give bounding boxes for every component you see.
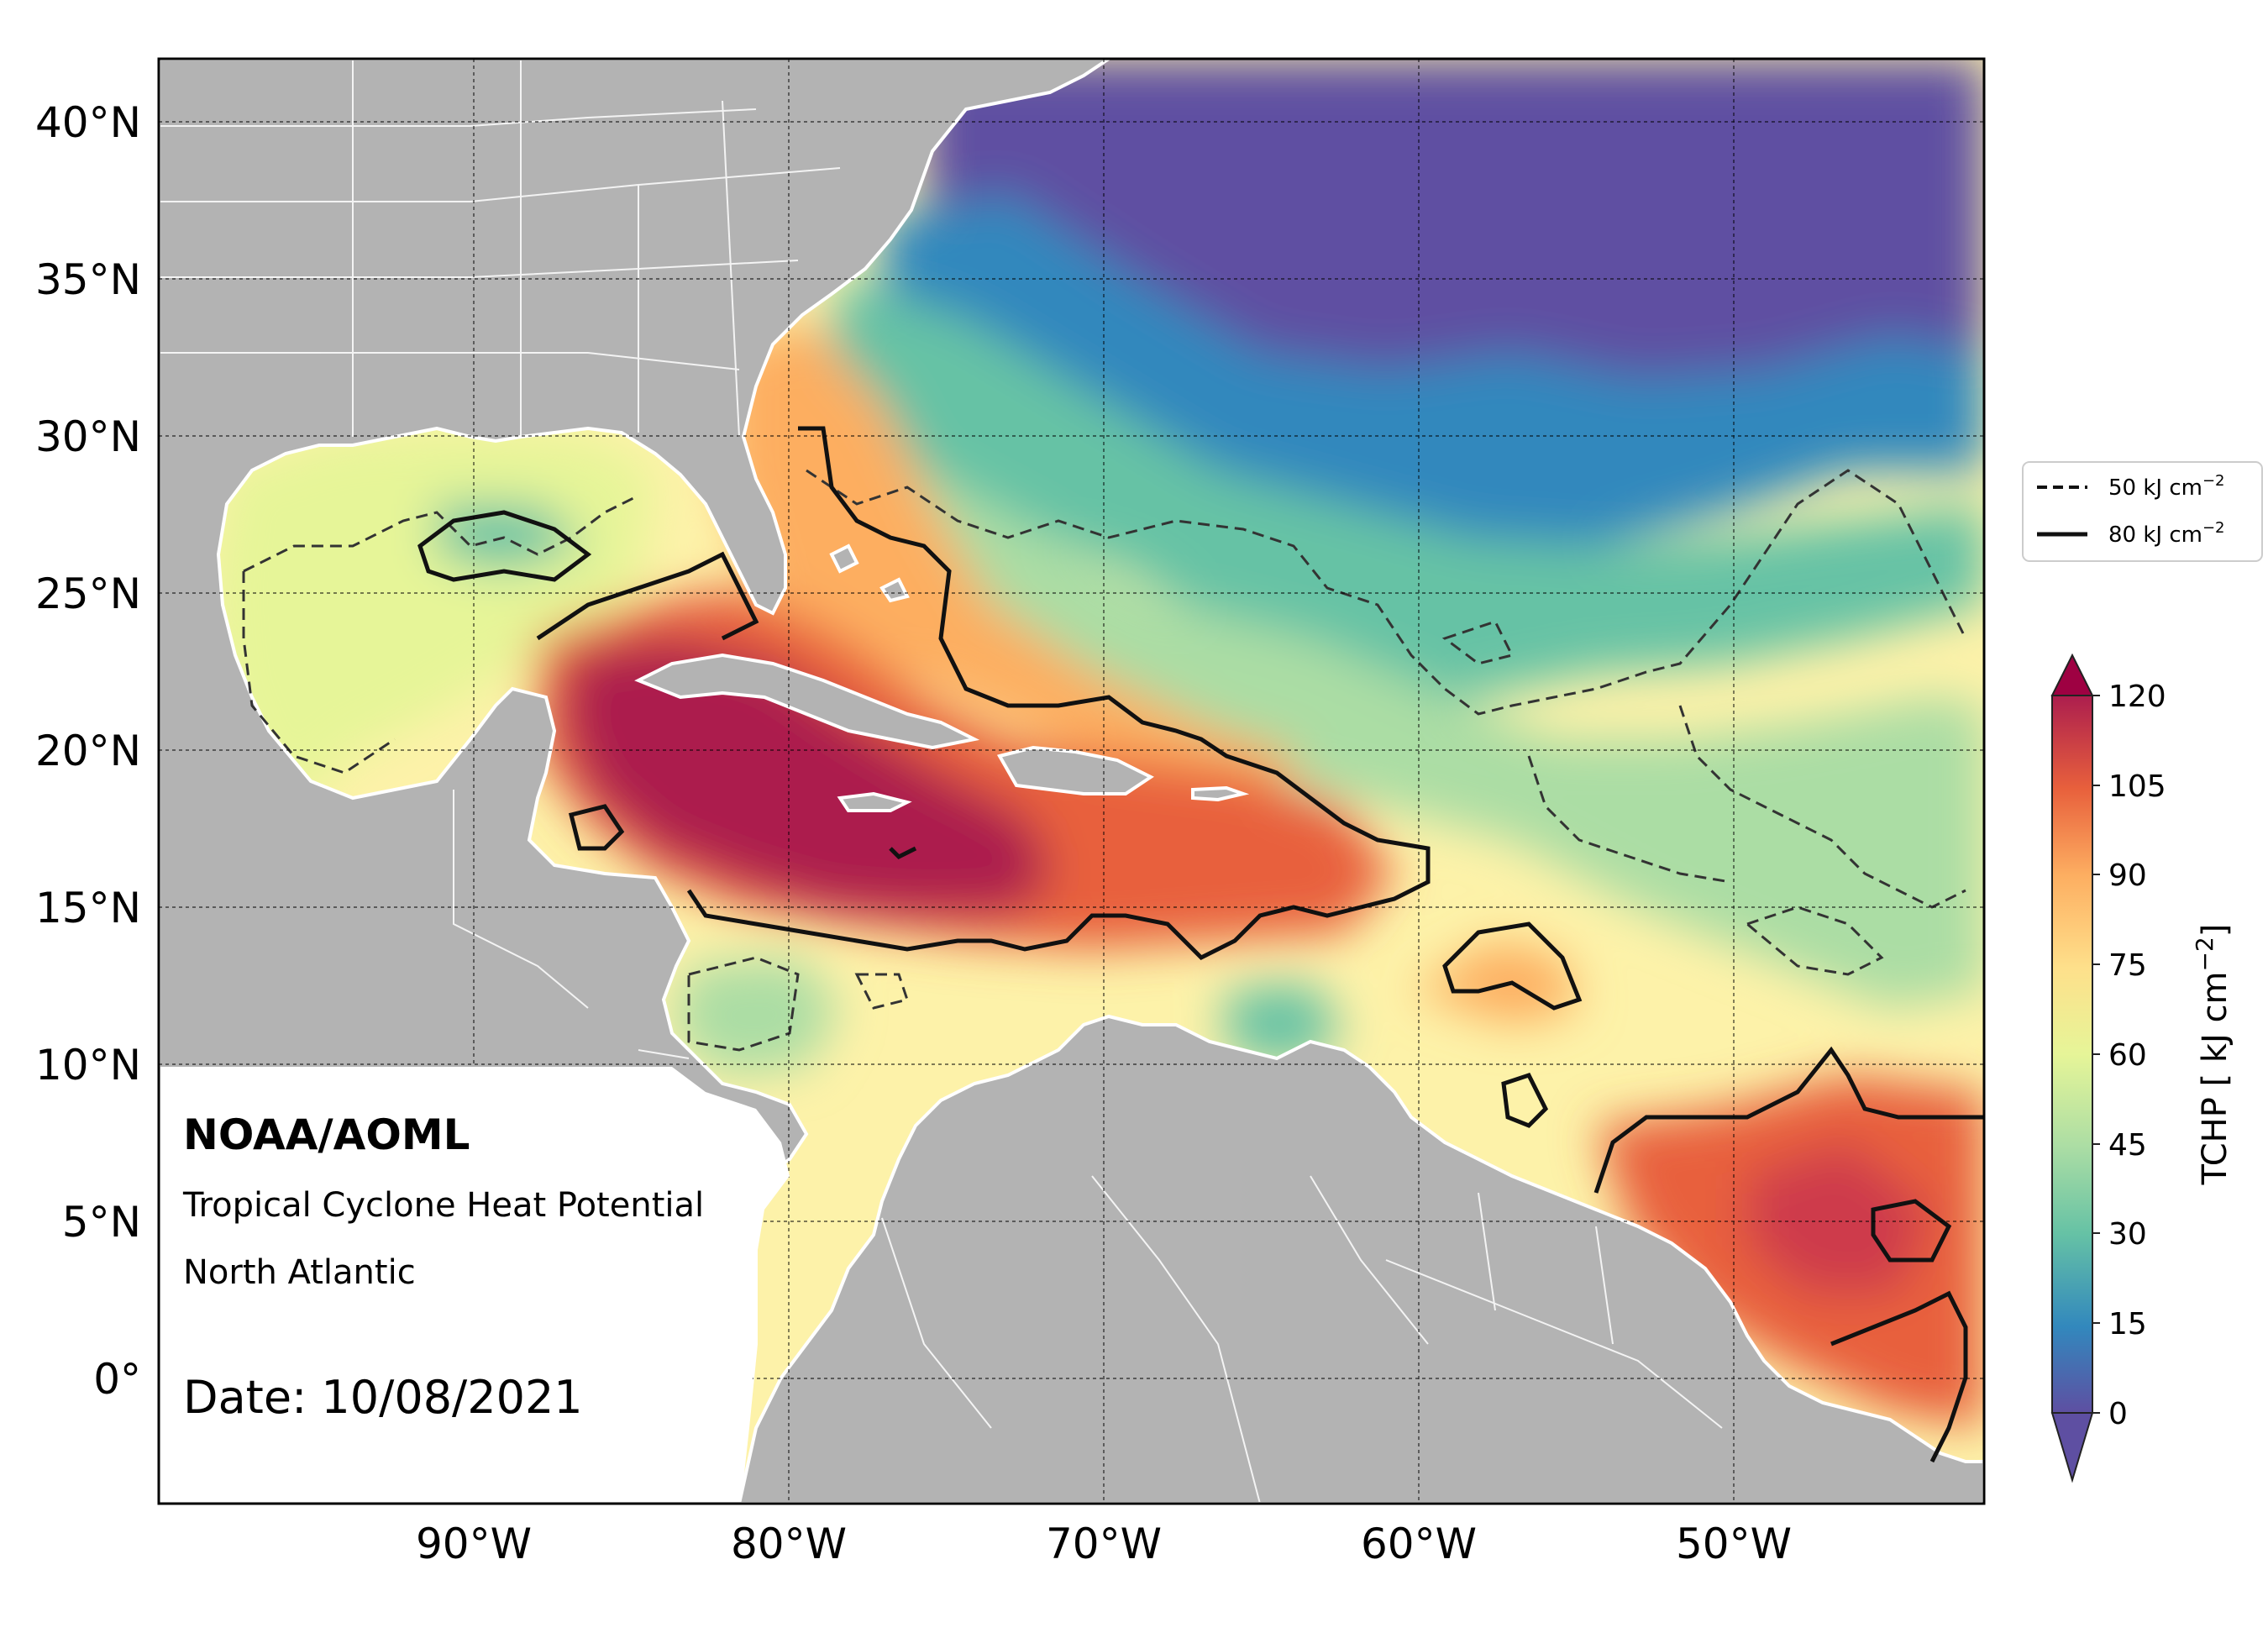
region-label: North Atlantic bbox=[183, 1253, 416, 1292]
colorbar-tick-label: 120 bbox=[2108, 680, 2166, 714]
date-label: Date: 10/08/2021 bbox=[183, 1371, 583, 1424]
colorbar-tick-label: 15 bbox=[2108, 1307, 2147, 1341]
lat-tick-label: 10°N bbox=[35, 1041, 141, 1089]
contour-50 bbox=[242, 469, 1967, 1052]
lat-tick-label: 15°N bbox=[35, 884, 141, 932]
lon-axis: 90°W 80°W 70°W 60°W 50°W bbox=[416, 1520, 1792, 1568]
colorbar-bottom-arrow bbox=[2050, 1412, 2094, 1483]
colorbar: 120 105 90 75 60 45 30 15 0 TCHP [ kJ cm… bbox=[2050, 653, 2234, 1483]
colorbar-tick-label: 105 bbox=[2108, 769, 2166, 804]
colorbar-tick-label: 90 bbox=[2108, 858, 2147, 893]
lat-tick-label: 20°N bbox=[35, 727, 141, 775]
lat-tick-label: 0° bbox=[93, 1355, 141, 1404]
lat-tick-label: 5°N bbox=[62, 1198, 141, 1247]
lat-tick-label: 25°N bbox=[35, 570, 141, 618]
contour-legend: 50 kJ cm−2 80 kJ cm−2 bbox=[2022, 461, 2263, 562]
product-label: Tropical Cyclone Heat Potential bbox=[182, 1186, 704, 1225]
colorbar-tick-label: 45 bbox=[2108, 1128, 2147, 1163]
colorbar-tick-label: 0 bbox=[2108, 1397, 2128, 1431]
lat-tick-label: 35°N bbox=[35, 255, 141, 304]
lon-tick-label: 70°W bbox=[1046, 1520, 1162, 1568]
colorbar-gradient bbox=[2051, 695, 2093, 1414]
lat-axis: 40°N 35°N 30°N 25°N 20°N 15°N 10°N 5°N 0… bbox=[35, 98, 141, 1404]
lon-tick-label: 80°W bbox=[731, 1520, 847, 1568]
plot-frame bbox=[157, 57, 1986, 1505]
annotation-panel bbox=[159, 1067, 790, 1504]
tchp-map bbox=[159, 59, 1984, 1504]
legend-solid-label: 80 kJ cm−2 bbox=[2108, 519, 2225, 548]
lat-tick-label: 30°N bbox=[35, 412, 141, 461]
lon-tick-label: 50°W bbox=[1676, 1520, 1792, 1568]
lon-tick-label: 60°W bbox=[1361, 1520, 1477, 1568]
colorbar-axis-label: TCHP [ kJ cm−2] bbox=[2191, 924, 2234, 1186]
contour-80 bbox=[417, 426, 1984, 1463]
colorbar-tick-label: 30 bbox=[2108, 1217, 2147, 1252]
org-label: NOAA/AOML bbox=[183, 1110, 470, 1159]
colorbar-top-arrow bbox=[2050, 653, 2094, 696]
lat-tick-label: 40°N bbox=[35, 98, 141, 147]
colorbar-tick-label: 60 bbox=[2108, 1038, 2147, 1073]
colorbar-tick-label: 75 bbox=[2108, 948, 2147, 983]
legend-dashed-label: 50 kJ cm−2 bbox=[2108, 472, 2225, 501]
lon-tick-label: 90°W bbox=[416, 1520, 532, 1568]
